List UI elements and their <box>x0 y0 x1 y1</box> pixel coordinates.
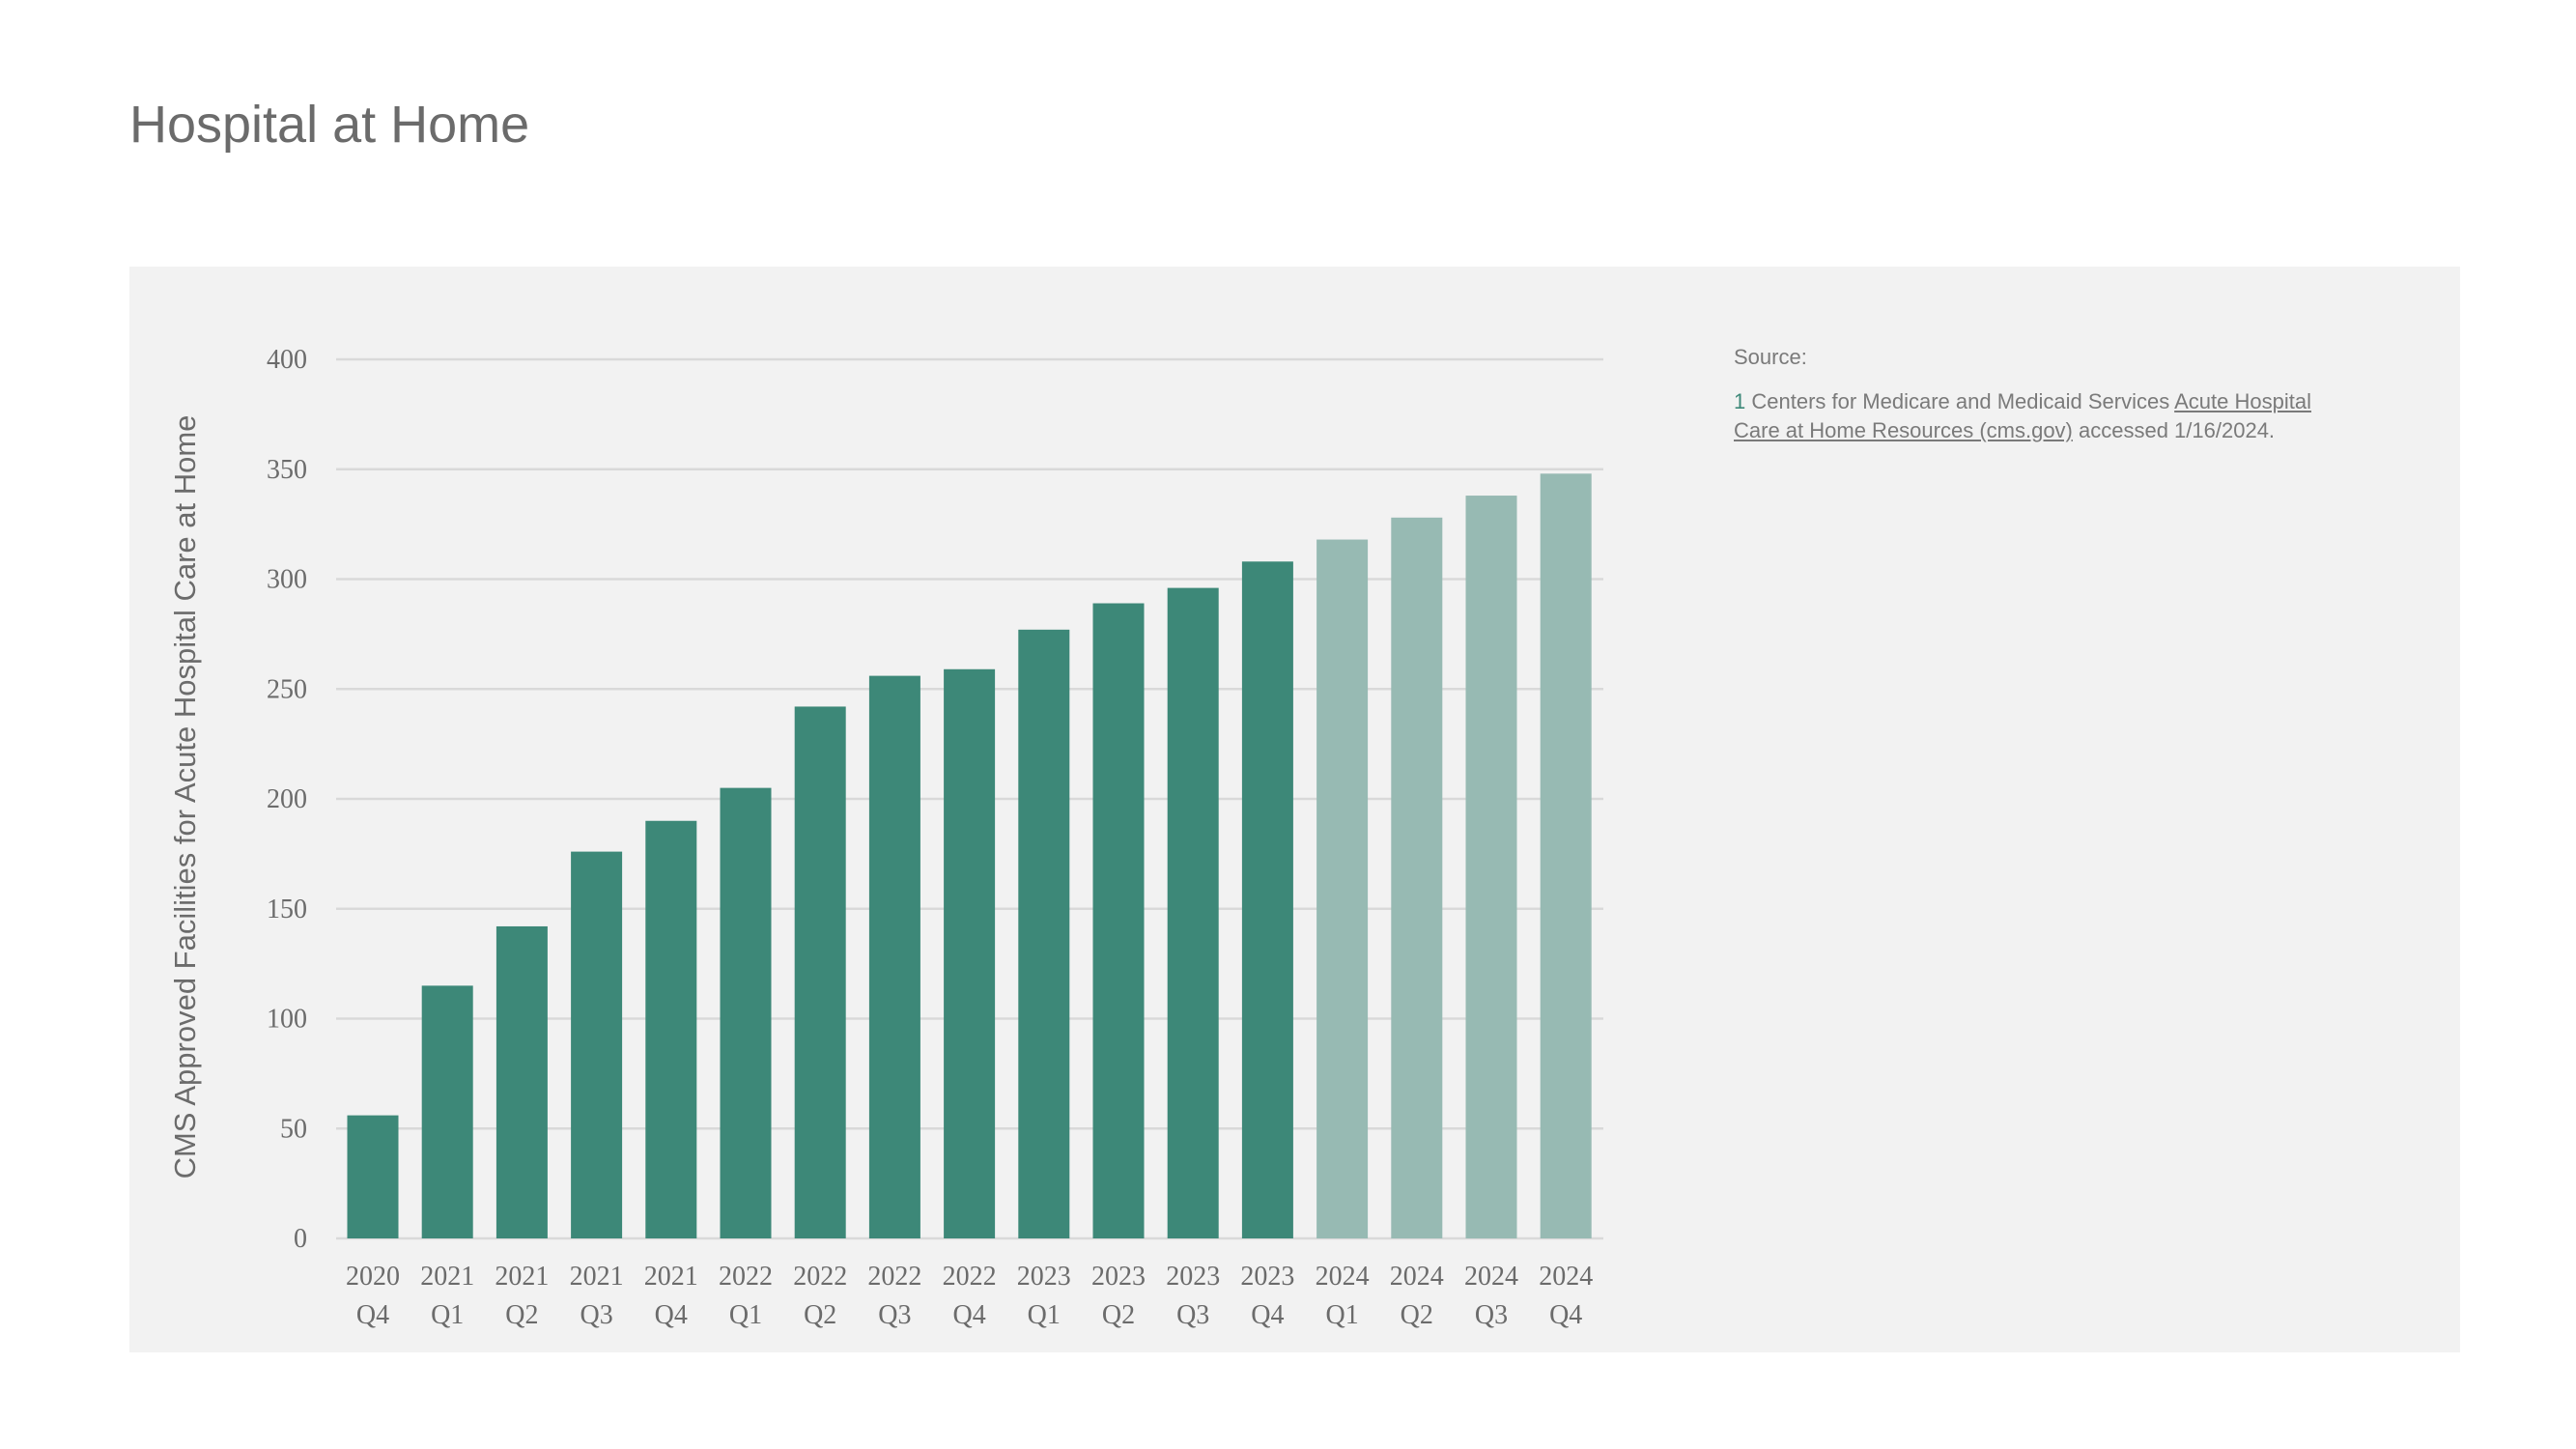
y-tick-label: 150 <box>267 895 307 924</box>
x-tick-label-quarter: Q3 <box>580 1300 612 1330</box>
y-tick-label: 0 <box>294 1224 307 1254</box>
x-axis-ticks: 2020 Q4 2021 Q1 2021 Q2 2021 Q3 2021 Q4 2022 Q1 2022… <box>346 1262 1593 1330</box>
x-tick-label-year: 2024 <box>1390 1262 1444 1292</box>
source-citation: 1 Centers for Medicare and Medicaid Serv… <box>1734 387 2352 445</box>
x-tick-label-year: 2021 <box>495 1262 549 1292</box>
bar <box>868 675 920 1238</box>
source-label: Source: <box>1734 345 1807 369</box>
x-tick-label-quarter: Q3 <box>1176 1300 1209 1330</box>
bar <box>1167 587 1219 1238</box>
page-title: Hospital at Home <box>129 96 530 154</box>
y-axis-ticks: 0 50 100 150 200 250 300 350 400 <box>267 345 307 1254</box>
y-tick-label: 100 <box>267 1005 307 1035</box>
x-tick-label-quarter: Q4 <box>356 1300 389 1330</box>
bar-projected <box>1316 539 1369 1238</box>
x-tick-label-quarter: Q2 <box>505 1300 538 1330</box>
footnote-number: 1 <box>1734 389 1746 413</box>
x-tick-label-quarter: Q1 <box>1028 1300 1061 1330</box>
bar <box>1092 603 1145 1238</box>
x-tick-label-year: 2022 <box>867 1262 921 1292</box>
bar <box>421 985 473 1238</box>
x-tick-label-year: 2021 <box>570 1262 624 1292</box>
source-link[interactable]: Acute Hospital Care at Home Resources (c… <box>1734 389 2311 442</box>
x-tick-label-year: 2022 <box>793 1262 847 1292</box>
y-tick-label: 350 <box>267 455 307 485</box>
x-tick-label-quarter: Q2 <box>804 1300 836 1330</box>
x-tick-label-year: 2023 <box>1240 1262 1294 1292</box>
citation-text: Centers for Medicare and Medicaid Servic… <box>1745 389 2175 413</box>
bar <box>1018 629 1070 1238</box>
citation-accessed: accessed 1/16/2024. <box>2072 418 2276 442</box>
bar <box>571 851 623 1238</box>
x-tick-label-quarter: Q4 <box>1251 1300 1284 1330</box>
bar <box>720 787 772 1238</box>
y-tick-label: 250 <box>267 674 307 704</box>
x-tick-label-year: 2023 <box>1091 1262 1146 1292</box>
x-tick-label-quarter: Q1 <box>431 1300 464 1330</box>
y-tick-label: 50 <box>280 1114 307 1144</box>
bar-projected <box>1391 517 1443 1238</box>
y-axis-title: CMS Approved Facilities for Acute Hospit… <box>168 415 202 1179</box>
bar <box>794 706 846 1238</box>
x-tick-label-quarter: Q2 <box>1102 1300 1135 1330</box>
bar <box>495 925 548 1238</box>
bar <box>1241 561 1293 1238</box>
x-tick-label-year: 2024 <box>1464 1262 1518 1292</box>
bar <box>645 820 697 1238</box>
x-tick-label-year: 2021 <box>644 1262 698 1292</box>
x-tick-label-quarter: Q3 <box>878 1300 911 1330</box>
x-tick-label-year: 2021 <box>420 1262 474 1292</box>
x-tick-label-year: 2020 <box>346 1262 400 1292</box>
x-tick-label-quarter: Q4 <box>1549 1300 1582 1330</box>
source-note: Source: 1 Centers for Medicare and Medic… <box>1734 343 2352 445</box>
x-tick-label-quarter: Q1 <box>729 1300 762 1330</box>
x-tick-label-quarter: Q1 <box>1325 1300 1358 1330</box>
bars <box>347 473 1592 1238</box>
x-tick-label-year: 2023 <box>1017 1262 1071 1292</box>
x-tick-label-quarter: Q2 <box>1401 1300 1433 1330</box>
x-tick-label-quarter: Q3 <box>1475 1300 1508 1330</box>
x-tick-label-year: 2024 <box>1539 1262 1593 1292</box>
x-tick-label-quarter: Q4 <box>952 1300 985 1330</box>
y-tick-label: 400 <box>267 345 307 375</box>
x-tick-label-quarter: Q4 <box>655 1300 688 1330</box>
x-tick-label-year: 2024 <box>1316 1262 1370 1292</box>
x-tick-label-year: 2022 <box>719 1262 773 1292</box>
bar-projected <box>1465 496 1517 1238</box>
y-tick-label: 200 <box>267 784 307 814</box>
bar <box>347 1115 399 1238</box>
y-tick-label: 300 <box>267 565 307 595</box>
bar <box>944 668 996 1238</box>
x-tick-label-year: 2023 <box>1166 1262 1220 1292</box>
bar-projected <box>1540 473 1592 1238</box>
x-tick-label-year: 2022 <box>943 1262 997 1292</box>
